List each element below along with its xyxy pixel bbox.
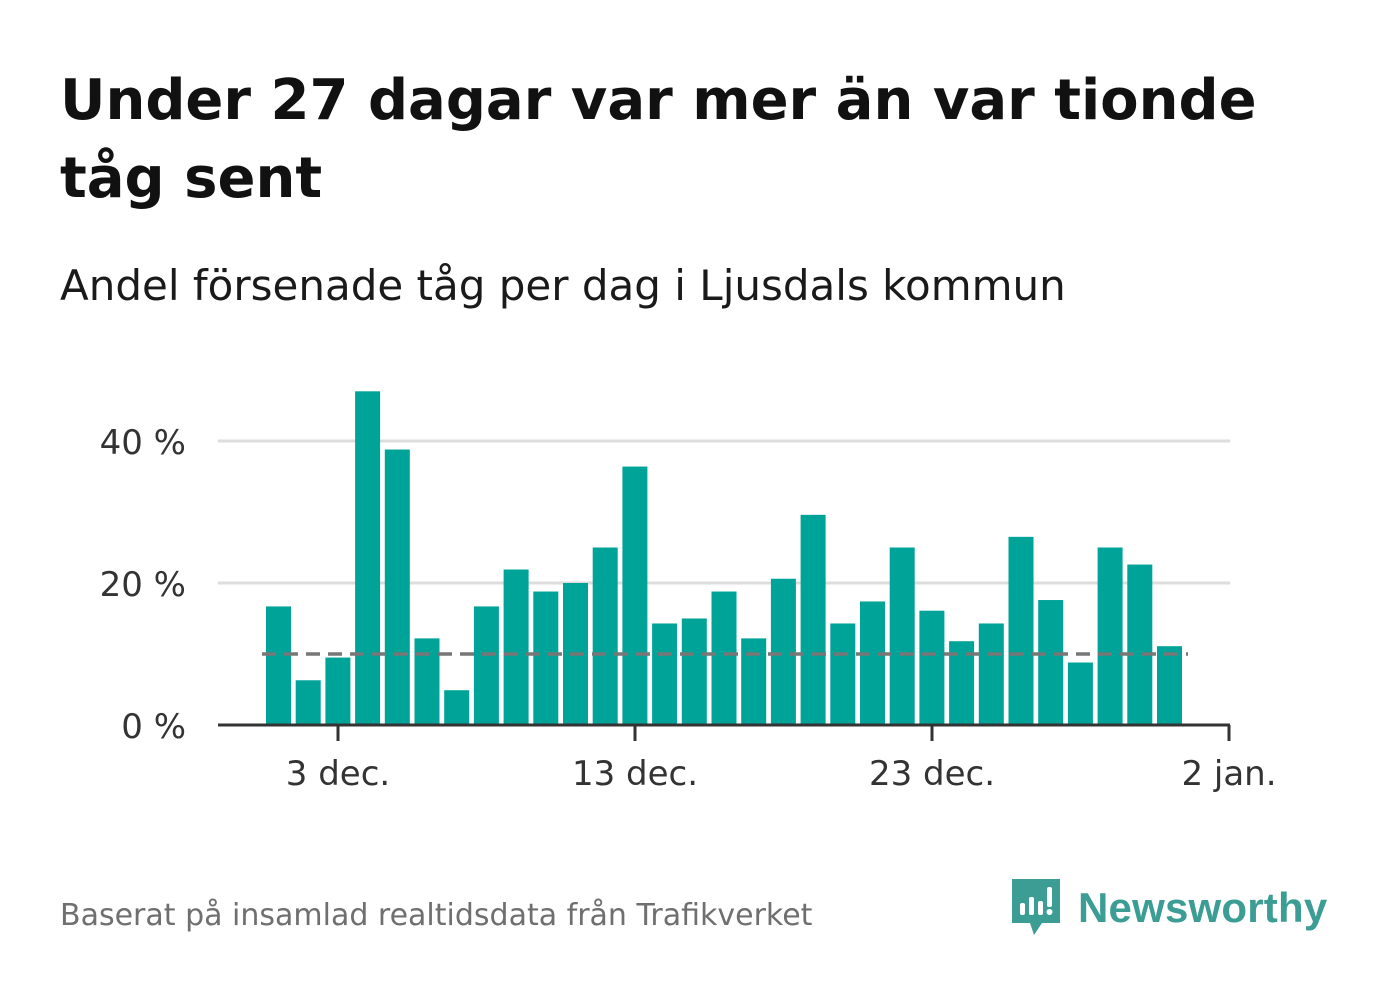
bar <box>1097 547 1123 725</box>
brand-logo: Newsworthy <box>1010 876 1327 940</box>
bar-chart: 0 % 20 % 40 % 3 dec. 13 dec. 23 dec. 2 jan. <box>100 391 1277 794</box>
bar <box>711 591 737 725</box>
bar <box>355 391 381 725</box>
bars <box>266 391 1182 725</box>
x-tick-label: 3 dec. <box>286 754 390 794</box>
chart-subtitle: Andel försenade tåg per dag i Ljusdals k… <box>60 261 1066 310</box>
bar <box>681 618 707 725</box>
bar <box>770 578 796 725</box>
bar <box>592 547 618 725</box>
bar <box>503 569 529 725</box>
y-tick-label: 40 % <box>100 423 186 463</box>
brand-name: Newsworthy <box>1078 884 1328 931</box>
x-tick-label: 23 dec. <box>869 754 995 794</box>
x-axis-labels: 3 dec. 13 dec. 23 dec. 2 jan. <box>286 754 1277 794</box>
bar <box>1008 536 1034 725</box>
bar <box>384 449 410 725</box>
bar <box>1157 646 1182 725</box>
newsworthy-icon <box>1012 879 1060 935</box>
bar <box>1038 600 1064 725</box>
x-axis <box>218 723 1231 741</box>
y-axis-labels: 0 % 20 % 40 % <box>100 423 186 747</box>
y-tick-label: 20 % <box>100 565 186 605</box>
bar <box>652 623 678 725</box>
bar <box>830 623 856 725</box>
bar <box>741 638 767 725</box>
y-tick-label: 0 % <box>121 707 186 747</box>
bar <box>533 591 559 725</box>
x-tick-label: 2 jan. <box>1181 754 1276 794</box>
bar <box>473 606 499 725</box>
bar <box>1067 662 1093 725</box>
bar <box>444 690 470 725</box>
source-note: Baserat på insamlad realtidsdata från Tr… <box>60 898 813 933</box>
bar <box>919 610 945 725</box>
chart-title: Under 27 dagar var mer än var tionde tåg… <box>60 68 1257 211</box>
bar <box>1127 564 1153 725</box>
bar <box>860 601 885 725</box>
bar <box>889 547 915 725</box>
bar <box>325 657 351 725</box>
x-tick-label: 13 dec. <box>572 754 698 794</box>
bar <box>414 638 440 725</box>
bar <box>800 514 826 725</box>
bar <box>295 680 321 725</box>
bar <box>266 606 291 725</box>
bar <box>622 466 648 725</box>
bar <box>978 623 1004 725</box>
